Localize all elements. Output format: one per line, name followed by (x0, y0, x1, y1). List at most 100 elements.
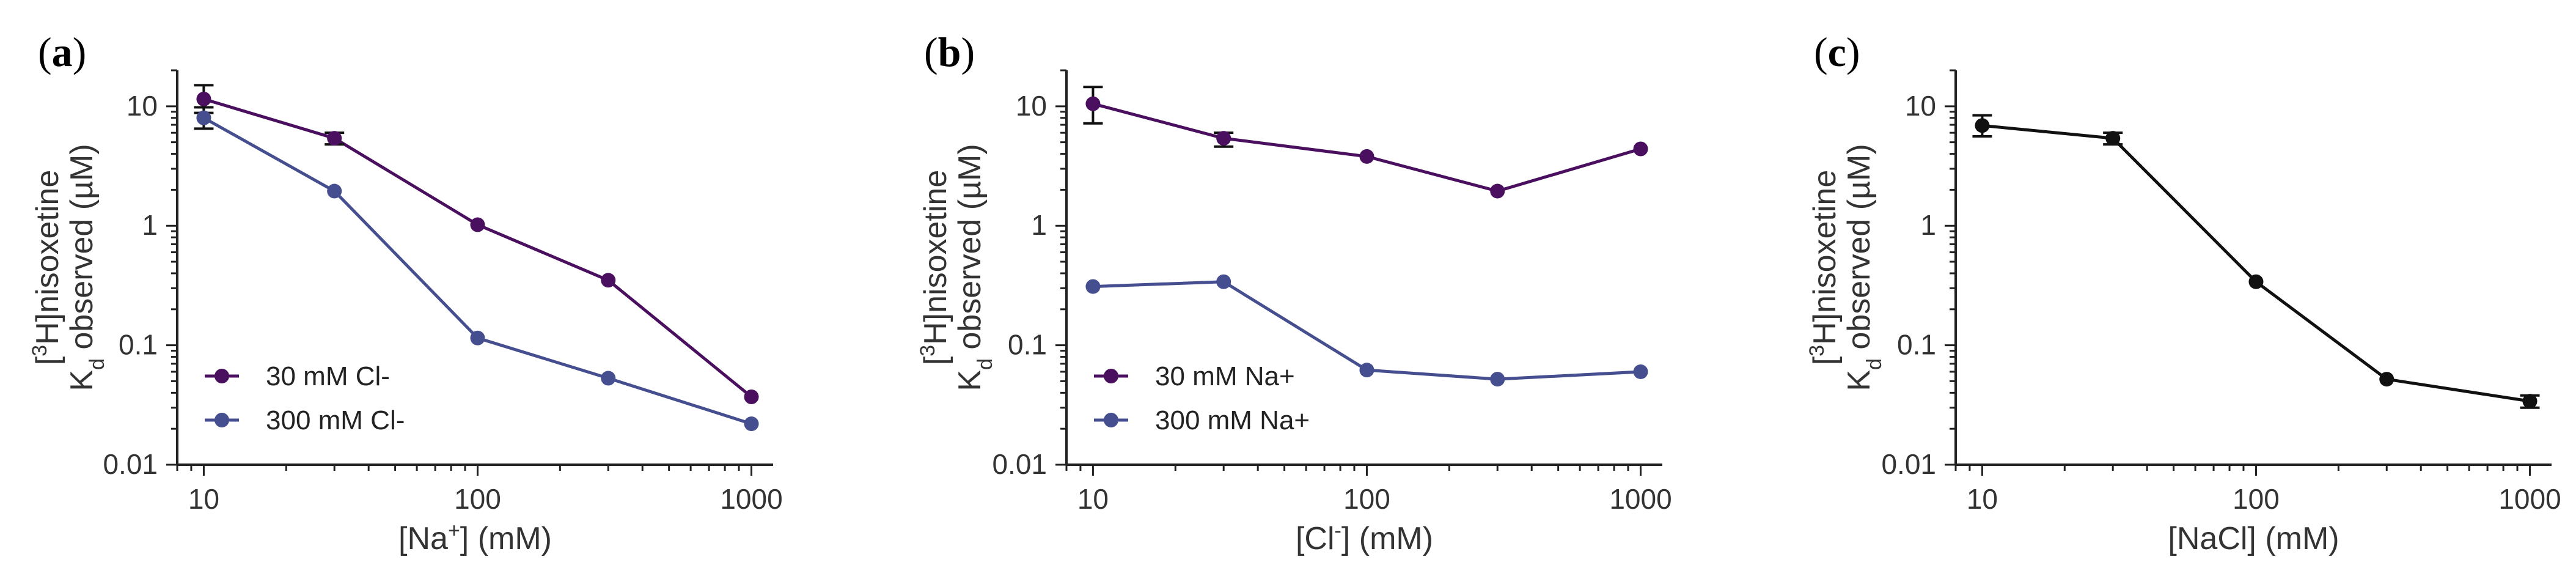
x-axis-title-sup: + (448, 519, 460, 542)
data-point (196, 110, 211, 125)
data-point (2105, 131, 2121, 146)
legend: 30 mM Cl- 300 mM Cl- (205, 361, 405, 435)
data-point (1085, 96, 1101, 111)
legend-label: 300 mM Cl- (266, 405, 405, 435)
y-tick-label: 1 (1031, 209, 1047, 241)
data-point (1216, 274, 1231, 289)
data-point (2522, 394, 2537, 409)
panel-label-open: ( (924, 29, 938, 75)
series-line (203, 97, 753, 398)
series-2 (1085, 274, 1648, 387)
series-line (1982, 124, 2530, 403)
data-point (2379, 372, 2394, 387)
y-tick-label: 0.1 (1897, 329, 1936, 361)
y-tick-label: 10 (1016, 90, 1047, 122)
y-axis-title-line2: Kd observed (µM) (1841, 144, 1886, 391)
data-point (327, 183, 342, 199)
series-1 (1083, 86, 1648, 199)
data-point (601, 273, 616, 288)
legend-marker (1104, 369, 1118, 383)
x-axis-title-main: [Na (398, 521, 448, 556)
data-point (744, 389, 759, 404)
y-title-sub: d (974, 358, 997, 370)
data-point (1633, 141, 1648, 157)
y-tick-label: 1 (1920, 209, 1936, 241)
legend: 30 mM Na+ 300 mM Na+ (1094, 361, 1310, 435)
panel-label-close: ) (1846, 29, 1860, 75)
y-tick-label: 0.01 (992, 448, 1047, 480)
y-tick-label: 0.01 (1881, 448, 1936, 480)
data-point (2248, 274, 2264, 289)
x-tick-label: 100 (2233, 483, 2280, 515)
y-title-k: K (64, 370, 100, 391)
y-tick-label: 1 (142, 209, 158, 241)
y-title-sub: d (86, 358, 109, 370)
y-axis-title-line2: Kd observed (µM) (952, 144, 997, 391)
y-title-sup: 3 (916, 345, 939, 356)
x-axis-title: [NaCl] (mM) (2168, 521, 2339, 556)
y-title-compound: H]nisoxetine (1807, 170, 1843, 345)
y-title-rest: observed (µM) (952, 144, 988, 358)
panel-label-letter: b (938, 29, 961, 75)
y-title-k: K (952, 370, 988, 391)
data-point (1490, 183, 1505, 199)
y-tick-label: 0.01 (103, 448, 158, 480)
series-2 (194, 106, 759, 432)
y-axis-title-line2: Kd observed (µM) (64, 144, 109, 391)
chart-panel-a: (a) 0.01 0.1 1 10 10 100 1000 [Na+] (mM) [3H]niso… (28, 29, 783, 556)
x-tick-label: 1000 (720, 483, 782, 515)
x-tick-label: 100 (1343, 483, 1390, 515)
y-title-bracket: [ (918, 356, 953, 365)
legend-marker (1104, 413, 1118, 427)
panel-label-open: ( (38, 29, 52, 75)
chart-panel-b: (b) 0.01 0.1 1 10 10 100 1000 [Cl-] (mM) [3H]niso… (916, 29, 1672, 556)
x-tick-label: 1000 (1609, 483, 1671, 515)
y-title-compound: H]nisoxetine (918, 170, 953, 345)
legend-label: 300 mM Na+ (1155, 405, 1310, 435)
y-axis-title-line1: [3H]nisoxetine (28, 170, 65, 366)
panel-label-open: ( (1814, 29, 1828, 75)
data-point (1216, 131, 1231, 146)
y-title-sup: 3 (28, 345, 51, 356)
x-axis-title-sup: - (1335, 519, 1341, 542)
data-point (1359, 363, 1374, 378)
y-title-rest: observed (µM) (64, 144, 100, 358)
legend-marker (215, 369, 229, 383)
panel-label-letter: c (1828, 29, 1846, 75)
y-tick-label: 10 (1905, 90, 1936, 122)
y-tick-label: 0.1 (1008, 329, 1047, 361)
y-title-bracket: [ (30, 356, 65, 365)
y-title-sup: 3 (1805, 345, 1829, 356)
x-axis-title: [Cl-] (mM) (1296, 519, 1433, 556)
y-axis-title-line1: [3H]nisoxetine (1805, 170, 1843, 366)
y-title-bracket: [ (1807, 356, 1843, 365)
data-point (1633, 364, 1648, 379)
legend-marker (215, 413, 229, 427)
y-title-rest: observed (µM) (1841, 144, 1877, 358)
y-tick-label: 10 (127, 90, 158, 122)
series-1 (194, 84, 759, 404)
data-point (1490, 372, 1505, 387)
panel-label: (c) (1814, 29, 1860, 75)
legend-label: 30 mM Cl- (266, 361, 390, 391)
data-point (1975, 118, 1990, 133)
y-axis-title-line1: [3H]nisoxetine (916, 170, 953, 366)
x-axis-title-end: ] (mM) (1341, 521, 1433, 556)
panel-label-letter: a (52, 29, 73, 75)
panel-label-close: ) (73, 29, 87, 75)
x-axis-title-main: [NaCl] (mM) (2168, 521, 2339, 556)
x-axis-title-main: [Cl (1296, 521, 1335, 556)
data-point (470, 330, 485, 345)
x-tick-label: 100 (454, 483, 501, 515)
x-tick-label: 1000 (2498, 483, 2561, 515)
data-point (1085, 279, 1101, 294)
x-axis-title-end: ] (mM) (460, 521, 552, 556)
panel-label-close: ) (961, 29, 975, 75)
panel-label: (a) (38, 29, 86, 75)
x-tick-label: 10 (1077, 483, 1109, 515)
legend-label: 30 mM Na+ (1155, 361, 1295, 391)
